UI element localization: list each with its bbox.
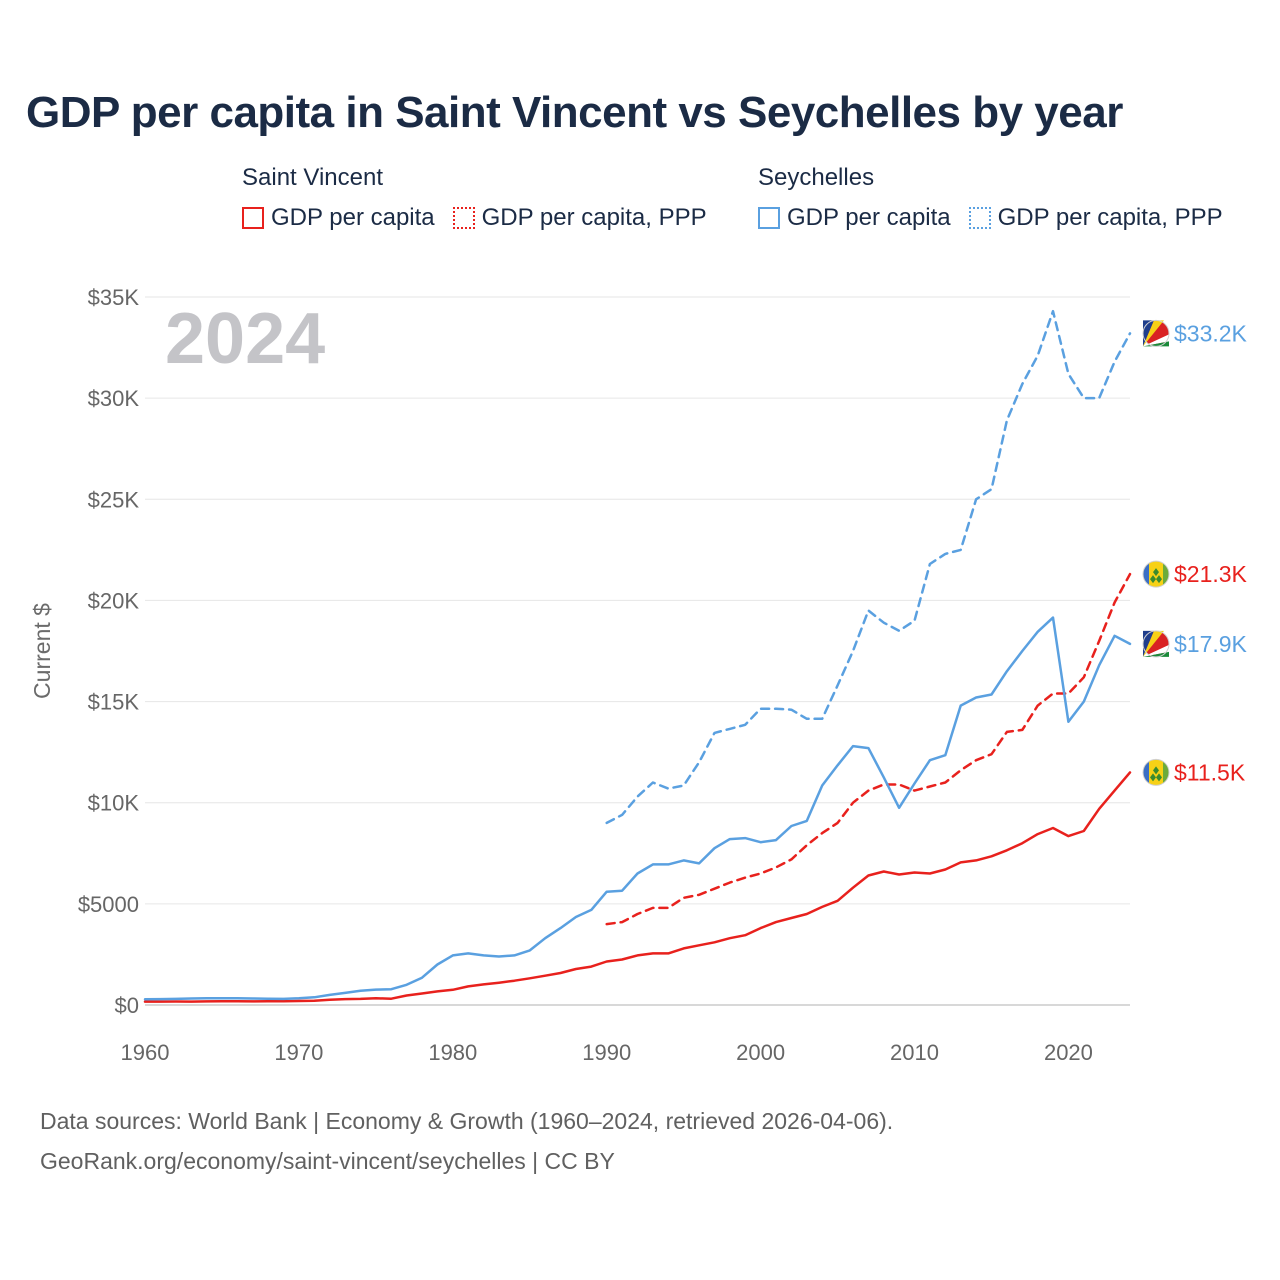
legend-group-title: Saint Vincent <box>242 164 383 191</box>
legend-swatch-dotted <box>452 207 475 229</box>
series-line <box>143 616 1132 1001</box>
x-tick-label: 2010 <box>890 1040 939 1065</box>
flag-outline <box>1142 319 1170 347</box>
y-tick-label: $5000 <box>78 892 139 917</box>
flag-diamonds <box>1150 568 1162 584</box>
x-tick-label: 2000 <box>736 1040 785 1065</box>
y-tick-label: $0 <box>115 993 139 1018</box>
x-tick-label: 2020 <box>1044 1040 1093 1065</box>
flag-outline <box>1142 758 1170 786</box>
legend-label: GDP per capita, PPP <box>997 204 1223 231</box>
legend-label: GDP per capita <box>271 204 435 231</box>
legend-group-title: Seychelles <box>758 164 875 191</box>
y-tick-label: $35K <box>88 285 140 310</box>
series-line <box>605 572 1132 926</box>
flag-outline <box>1142 630 1170 658</box>
y-tick-label: $25K <box>88 487 140 512</box>
flag-yellow-ray <box>1143 630 1164 657</box>
legend-group-saint-vincent: Saint Vincent GDP per capita GDP per cap… <box>242 162 707 232</box>
legend-item-saint-vincent-gdp-ppp[interactable]: GDP per capita, PPP <box>452 204 707 232</box>
x-tick-label: 1970 <box>274 1040 323 1065</box>
legend-label: GDP per capita, PPP <box>481 204 707 231</box>
series-end-label: $17.9K <box>1174 631 1248 657</box>
legend-swatch-solid <box>758 207 780 229</box>
legend-group-seychelles: Seychelles GDP per capita GDP per capita… <box>758 162 1223 232</box>
legend-swatch-dotted <box>968 207 991 229</box>
flag-yellow-ray <box>1143 320 1164 347</box>
legend-item-saint-vincent-gdp[interactable]: GDP per capita <box>242 204 435 232</box>
x-tick-label: 1980 <box>428 1040 477 1065</box>
flag-white-ray <box>1143 644 1169 657</box>
legend-swatch-solid <box>242 207 264 229</box>
flag-outline <box>1142 560 1170 588</box>
series-end-label: $33.2K <box>1174 320 1248 346</box>
legend-label: GDP per capita <box>787 204 951 231</box>
footer-sources: Data sources: World Bank | Economy & Gro… <box>40 1108 894 1134</box>
legend-item-seychelles-gdp-ppp[interactable]: GDP per capita, PPP <box>968 204 1223 232</box>
chart-title: GDP per capita in Saint Vincent vs Seych… <box>26 88 1123 137</box>
series-end-label: $11.5K <box>1174 759 1246 785</box>
year-watermark: 2024 <box>165 299 325 379</box>
y-tick-label: $30K <box>88 386 140 411</box>
y-axis-label: Current $ <box>29 603 55 699</box>
legend-item-seychelles-gdp[interactable]: GDP per capita <box>758 204 951 232</box>
y-tick-label: $15K <box>88 690 140 715</box>
x-tick-label: 1960 <box>121 1040 170 1065</box>
series-end-label: $21.3K <box>1174 561 1248 587</box>
x-tick-label: 1990 <box>582 1040 631 1065</box>
flag-white-ray <box>1143 334 1169 347</box>
series-line <box>605 309 1132 825</box>
series-line <box>143 771 1132 1003</box>
y-tick-label: $10K <box>88 791 140 816</box>
flag-diamonds <box>1150 766 1162 782</box>
footer-attribution: GeoRank.org/economy/saint-vincent/seyche… <box>40 1148 615 1174</box>
y-tick-label: $20K <box>88 588 140 613</box>
